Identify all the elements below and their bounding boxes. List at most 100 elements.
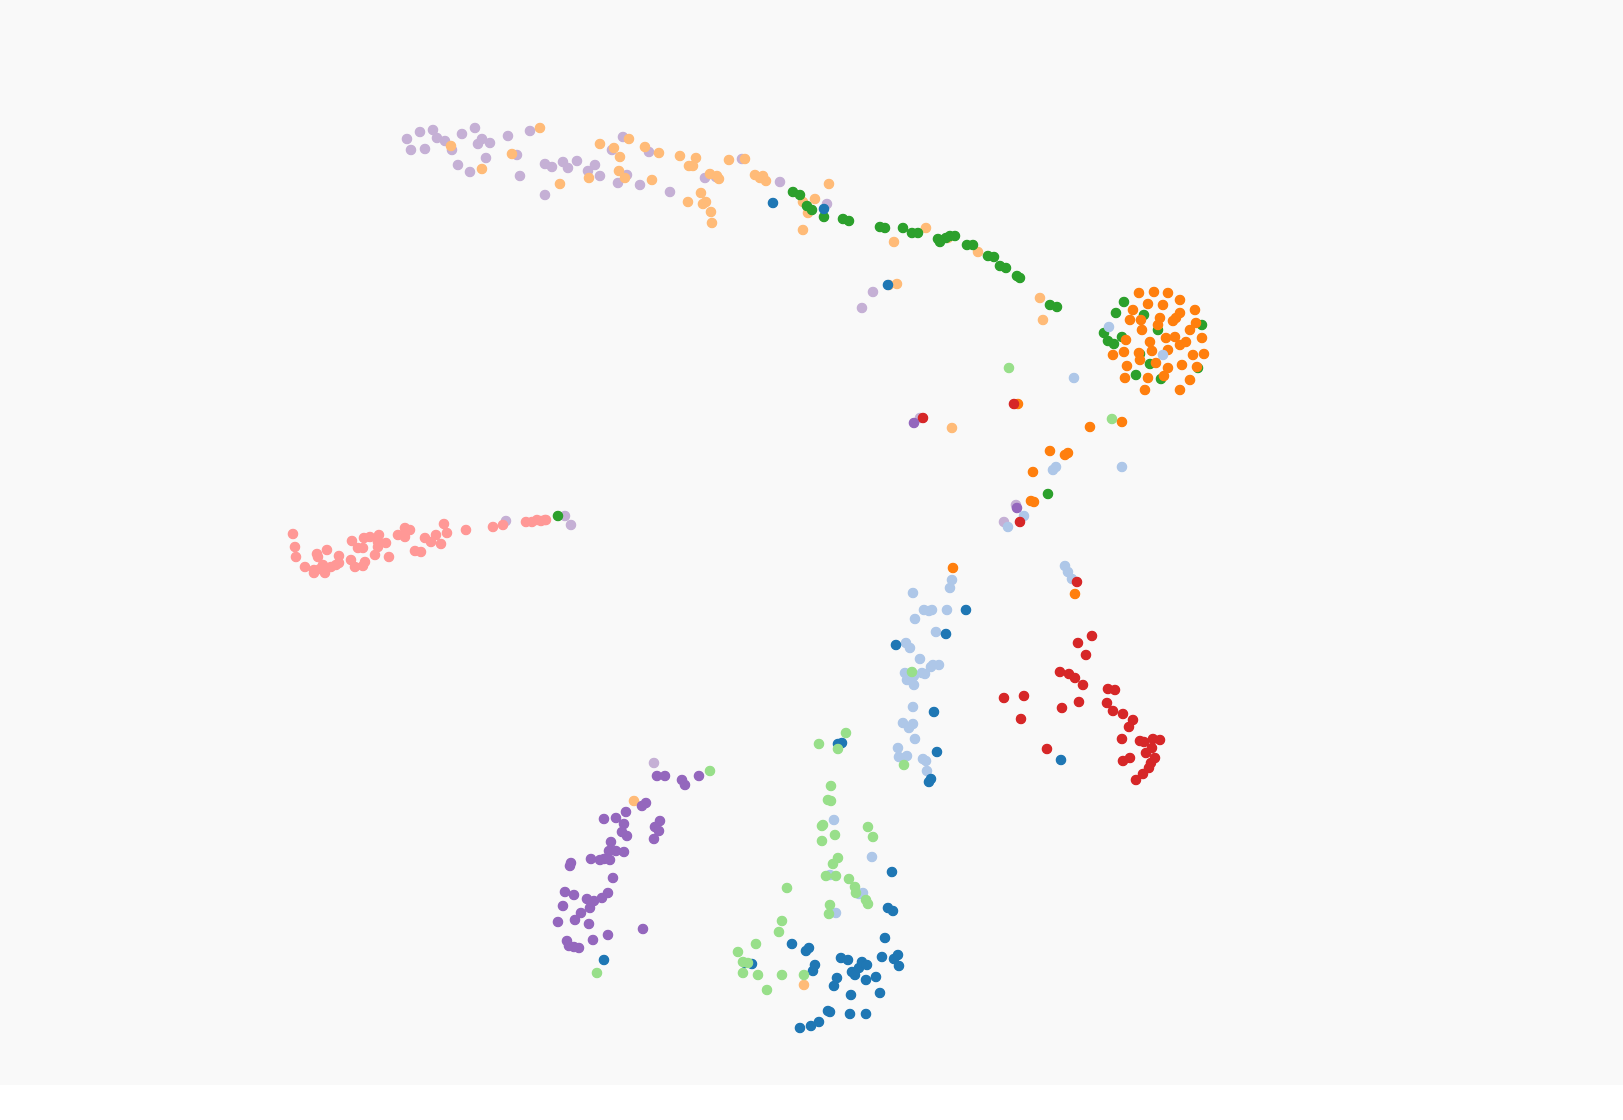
- series-9: [553, 418, 1023, 954]
- scatter-point: [1122, 361, 1133, 372]
- scatter-point: [863, 822, 874, 833]
- scatter-point: [1118, 709, 1129, 720]
- scatter-point: [795, 190, 806, 201]
- scatter-point: [908, 588, 919, 599]
- scatter-point: [1175, 385, 1186, 396]
- scatter-point: [415, 127, 426, 138]
- scatter-point: [1042, 744, 1053, 755]
- series-7: [918, 399, 1166, 786]
- scatter-point: [931, 627, 942, 638]
- scatter-point: [608, 873, 619, 884]
- scatter-point: [442, 528, 453, 539]
- scatter-point: [798, 225, 809, 236]
- scatter-point: [446, 141, 457, 152]
- scatter-point: [1191, 318, 1202, 329]
- scatter-point: [439, 519, 450, 530]
- scatter-point: [1155, 735, 1166, 746]
- scatter-point: [1015, 517, 1026, 528]
- scatter-point: [1028, 467, 1039, 478]
- scatter-point: [1143, 373, 1154, 384]
- scatter-point: [1192, 362, 1203, 373]
- scatter-point: [291, 552, 302, 563]
- scatter-point: [910, 734, 921, 745]
- scatter-point: [431, 530, 442, 541]
- scatter-point: [1069, 373, 1080, 384]
- scatter-point: [1185, 375, 1196, 386]
- scatter-point: [1170, 332, 1181, 343]
- scatter-point: [1144, 763, 1155, 774]
- scatter-point: [1141, 748, 1152, 759]
- scatter-point: [887, 867, 898, 878]
- scatter-point: [1078, 680, 1089, 691]
- scatter-point: [300, 562, 311, 573]
- scatter-point: [488, 522, 499, 533]
- scatter-point: [555, 179, 566, 190]
- scatter-point: [565, 861, 576, 872]
- scatter-point: [384, 552, 395, 563]
- scatter-point: [777, 970, 788, 981]
- scatter-point: [624, 134, 635, 145]
- scatter-point: [588, 935, 599, 946]
- scatter-point: [1151, 358, 1162, 369]
- scatter-point: [950, 231, 961, 242]
- scatter-point: [861, 975, 872, 986]
- scatter-point: [553, 511, 564, 522]
- scatter-point: [777, 916, 788, 927]
- scatter-point: [503, 131, 514, 142]
- scatter-point: [910, 614, 921, 625]
- scatter-point: [1128, 305, 1139, 316]
- scatter-point: [1072, 577, 1083, 588]
- scatter-point: [373, 537, 384, 548]
- scatter-point: [1107, 414, 1118, 425]
- scatter-point: [861, 1009, 872, 1020]
- scatter-point: [1009, 399, 1020, 410]
- scatter-point: [660, 771, 671, 782]
- scatter-point: [947, 423, 958, 434]
- scatter-point: [640, 142, 651, 153]
- scatter-point: [817, 836, 828, 847]
- scatter-point: [691, 153, 702, 164]
- scatter-point: [1052, 302, 1063, 313]
- scatter-point: [826, 781, 837, 792]
- scatter-point: [799, 980, 810, 991]
- scatter-point: [832, 973, 843, 984]
- scatter-point: [457, 129, 468, 140]
- scatter-point: [683, 197, 694, 208]
- scatter-point: [892, 279, 903, 290]
- scatter-point: [804, 943, 815, 954]
- scatter-point: [823, 1006, 834, 1017]
- scatter-point: [714, 174, 725, 185]
- plot-panel: [0, 0, 1623, 1085]
- scatter-point: [1149, 287, 1160, 298]
- scatter-point: [420, 144, 431, 155]
- scatter-point: [814, 739, 825, 750]
- scatter-point: [868, 287, 879, 298]
- scatter-point: [733, 947, 744, 958]
- scatter-point: [540, 190, 551, 201]
- scatter-point: [831, 871, 842, 882]
- scatter-point: [1074, 697, 1085, 708]
- scatter-point: [843, 955, 854, 966]
- scatter-point: [1070, 589, 1081, 600]
- scatter-point: [1121, 335, 1132, 346]
- scatter-point: [705, 766, 716, 777]
- scatter-point: [705, 169, 716, 180]
- scatter-point: [1161, 333, 1172, 344]
- scatter-point: [1117, 734, 1128, 745]
- scatter-point: [515, 171, 526, 182]
- scatter-point: [893, 950, 904, 961]
- scatter-point: [560, 887, 571, 898]
- scatter-point: [758, 171, 769, 182]
- scatter-point: [615, 152, 626, 163]
- scatter-point: [782, 883, 793, 894]
- scatter-point: [775, 177, 786, 188]
- scatter-point: [768, 198, 779, 209]
- scatter-point: [935, 237, 946, 248]
- scatter-point: [828, 859, 839, 870]
- scatter-point: [1155, 313, 1166, 324]
- scatter-point: [1057, 703, 1068, 714]
- scatter-point: [891, 640, 902, 651]
- scatter-point: [880, 933, 891, 944]
- scatter-point: [909, 680, 920, 691]
- scatter-point: [535, 123, 546, 134]
